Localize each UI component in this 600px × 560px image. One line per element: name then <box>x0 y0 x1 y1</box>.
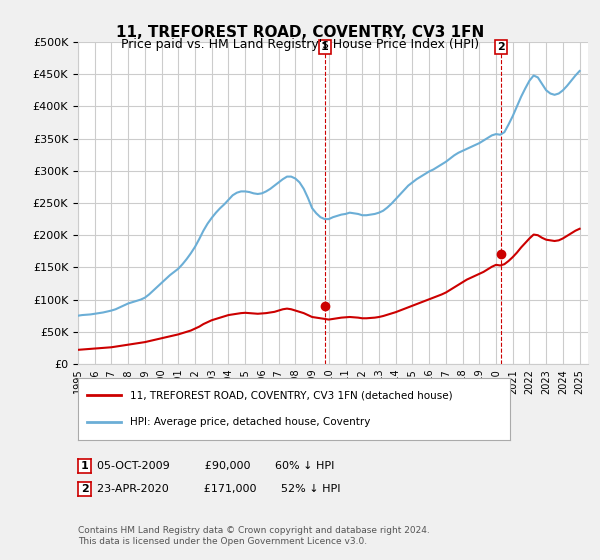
Text: 2: 2 <box>497 42 505 52</box>
Text: 05-OCT-2009          £90,000       60% ↓ HPI: 05-OCT-2009 £90,000 60% ↓ HPI <box>97 461 335 472</box>
Text: 1: 1 <box>321 42 329 52</box>
Text: 11, TREFOREST ROAD, COVENTRY, CV3 1FN: 11, TREFOREST ROAD, COVENTRY, CV3 1FN <box>116 25 484 40</box>
Text: Price paid vs. HM Land Registry's House Price Index (HPI): Price paid vs. HM Land Registry's House … <box>121 38 479 50</box>
Text: 23-APR-2020          £171,000       52% ↓ HPI: 23-APR-2020 £171,000 52% ↓ HPI <box>97 484 341 494</box>
Text: 1: 1 <box>81 461 88 471</box>
Text: Contains HM Land Registry data © Crown copyright and database right 2024.
This d: Contains HM Land Registry data © Crown c… <box>78 526 430 546</box>
Text: 2: 2 <box>81 484 88 493</box>
Text: HPI: Average price, detached house, Coventry: HPI: Average price, detached house, Cove… <box>130 417 370 427</box>
Text: 11, TREFOREST ROAD, COVENTRY, CV3 1FN (detached house): 11, TREFOREST ROAD, COVENTRY, CV3 1FN (d… <box>130 390 452 400</box>
